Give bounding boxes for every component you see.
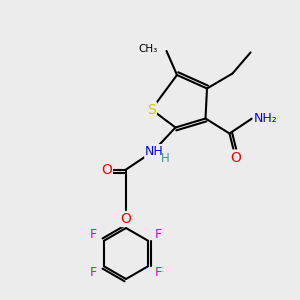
Text: F: F: [155, 228, 162, 241]
Text: NH: NH: [145, 145, 164, 158]
Text: F: F: [90, 266, 97, 279]
Text: O: O: [121, 212, 131, 226]
Text: NH₂: NH₂: [254, 112, 277, 125]
Text: F: F: [155, 266, 162, 279]
Text: S: S: [147, 103, 156, 116]
Text: CH₃: CH₃: [138, 44, 158, 54]
Text: H: H: [161, 152, 170, 166]
Text: O: O: [230, 151, 241, 164]
Text: O: O: [101, 163, 112, 176]
Text: F: F: [90, 228, 97, 241]
